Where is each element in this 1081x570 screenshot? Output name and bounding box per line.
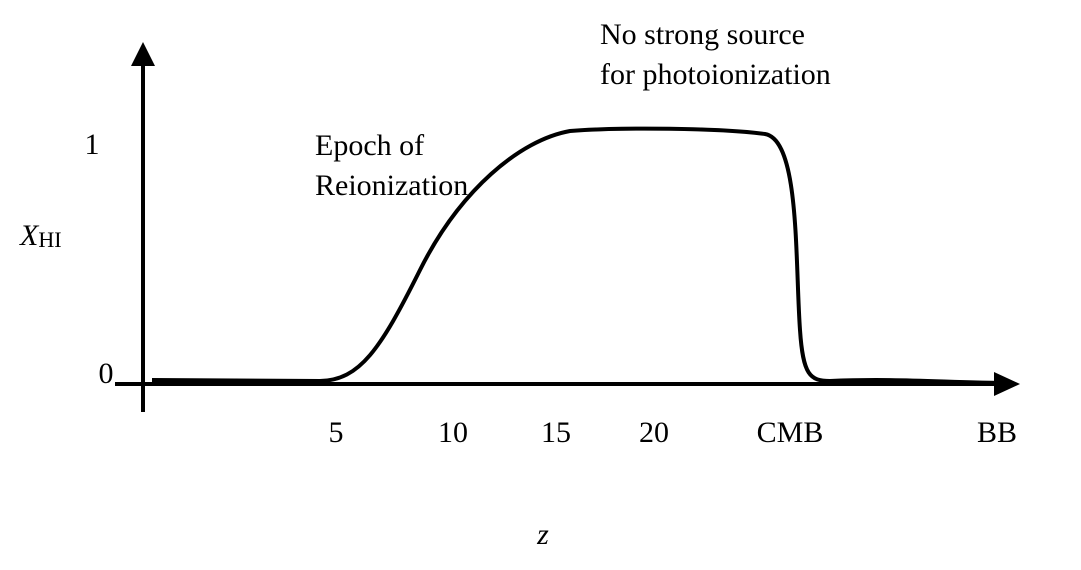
x-axis-label: z <box>536 518 549 551</box>
y-label-sub: HI <box>38 227 61 252</box>
annotation: for photoionization <box>600 58 831 91</box>
annotation: Reionization <box>315 169 468 202</box>
x-tick-label: 5 <box>329 416 344 449</box>
y-axis-label: XHI <box>19 219 62 252</box>
y-label-main: X <box>19 219 40 252</box>
annotation: Epoch of <box>315 129 424 162</box>
xhi-curve <box>151 126 1011 385</box>
annotation: No strong source <box>600 18 805 51</box>
y-arrowhead <box>131 42 155 66</box>
x-tick-label: CMB <box>757 416 824 449</box>
x-tick-label: BB <box>977 416 1017 449</box>
y-tick-label: 1 <box>85 128 100 161</box>
x-tick-label: 15 <box>541 416 571 449</box>
x-tick-label: 20 <box>639 416 669 449</box>
x-tick-label: 10 <box>438 416 468 449</box>
y-tick-label: 0 <box>99 357 114 390</box>
